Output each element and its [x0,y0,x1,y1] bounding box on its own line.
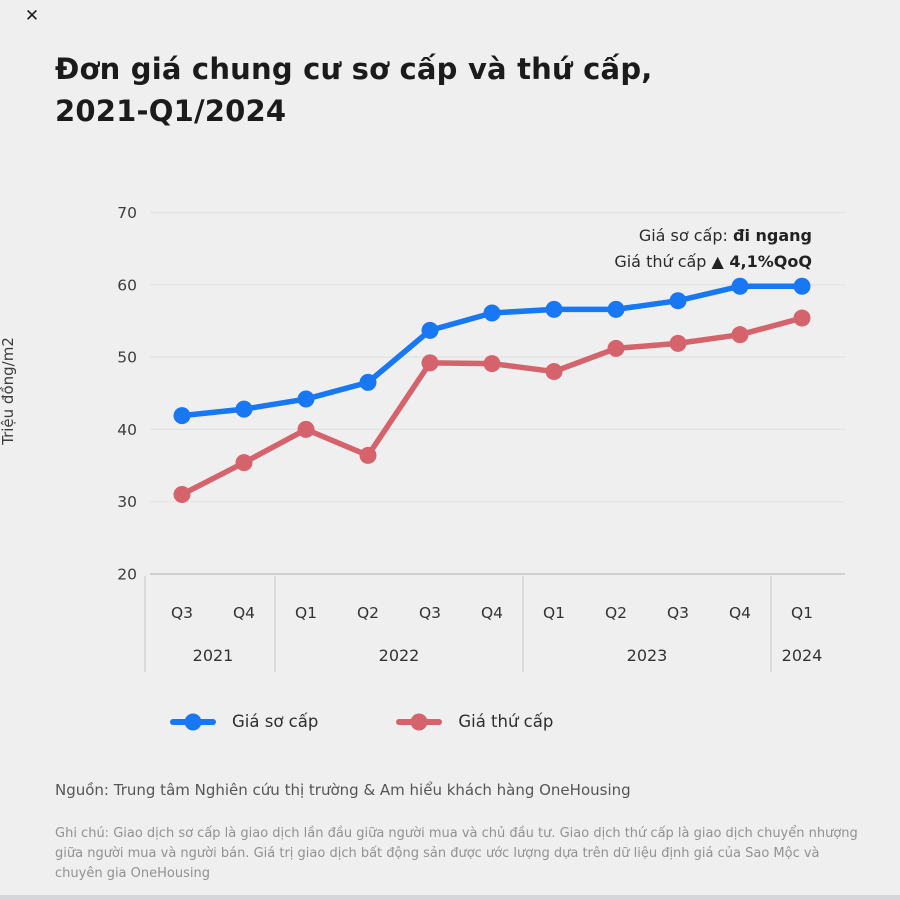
line-chart: 70 60 50 40 30 20 Q3 Q4 Q1 Q2 Q3 Q4 Q1 Q2 Q3 Q4 Q1 2021 20… [117,204,845,672]
x-tick-label: Q4 [481,604,503,622]
x-tick-label: Q2 [605,604,627,622]
data-point[interactable] [483,304,501,322]
annotation-primary-label: Giá sơ cấp: [638,226,733,245]
data-point[interactable] [297,420,315,438]
annotation-secondary-label: Giá thứ cấp [614,252,712,271]
primary-series-marker-icon [170,713,216,730]
annotation-secondary-value: ▲ 4,1%QoQ [711,252,812,271]
x-tick-label: Q4 [233,604,255,622]
y-tick-label: 40 [117,421,137,439]
y-tick-label: 60 [117,276,137,294]
page-title: Đơn giá chung cư sơ cấp và thứ cấp, 2021… [55,48,735,132]
year-label: 2022 [379,646,420,665]
x-tick-label: Q1 [791,604,813,622]
x-tick-label: Q4 [729,604,751,622]
x-tick-label: Q3 [419,604,441,622]
year-label: 2023 [627,646,668,665]
data-point[interactable] [359,446,377,464]
legend-label-secondary: Giá thứ cấp [458,712,554,731]
data-point[interactable] [731,326,749,344]
data-point[interactable] [793,277,811,295]
data-point[interactable] [669,292,687,310]
x-tick-label: Q1 [543,604,565,622]
data-point[interactable] [173,485,191,503]
year-label: 2021 [193,646,234,665]
annotation-primary-value: đi ngang [733,226,812,245]
year-label: 2024 [782,646,823,665]
legend-label-primary: Giá sơ cấp [232,712,319,731]
data-point[interactable] [607,339,625,357]
source-text: Nguồn: Trung tâm Nghiên cứu thị trường &… [55,781,631,799]
legend-item-secondary: Giá thứ cấp [396,712,553,731]
data-point[interactable] [421,354,439,372]
page-title-line2: 2021-Q1/2024 [55,94,287,128]
chart-annotation: Giá sơ cấp: đi ngang Giá thứ cấp ▲ 4,1%Q… [614,223,812,275]
data-point[interactable] [669,334,687,352]
y-tick-label: 70 [117,204,137,222]
data-point[interactable] [421,321,439,339]
data-point[interactable] [793,309,811,327]
data-point[interactable] [235,400,253,418]
primary-series-dot-icon [184,713,202,730]
data-point[interactable] [173,407,191,425]
data-point[interactable] [545,300,563,318]
y-tick-label: 30 [117,493,137,511]
bottom-edge-strip [0,895,900,900]
y-tick-label: 50 [117,349,137,367]
secondary-series-marker-icon [396,713,443,730]
chart-legend: Giá sơ cấp Giá thứ cấp [170,712,553,731]
annotation-primary: Giá sơ cấp: đi ngang [614,223,812,249]
x-tick-label: Q1 [295,604,317,622]
data-point[interactable] [483,355,501,373]
data-point[interactable] [607,300,625,318]
x-tick-label: Q3 [171,604,193,622]
close-icon[interactable]: ✕ [24,6,40,26]
data-point[interactable] [359,373,377,391]
y-tick-label: 20 [117,566,137,584]
data-point[interactable] [235,454,253,472]
data-point[interactable] [297,390,315,408]
data-point[interactable] [545,363,563,381]
legend-item-primary: Giá sơ cấp [170,712,318,731]
x-tick-label: Q3 [667,604,689,622]
annotation-secondary: Giá thứ cấp ▲ 4,1%QoQ [614,249,812,275]
data-point[interactable] [731,277,749,295]
page-title-line1: Đơn giá chung cư sơ cấp và thứ cấp, [55,52,653,86]
y-axis-title: Triệu đồng/m2 [0,337,17,445]
footnote-text: Ghi chú: Giao dịch sơ cấp là giao dịch l… [55,826,858,881]
secondary-series-dot-icon [410,713,428,730]
x-tick-label: Q2 [357,604,379,622]
